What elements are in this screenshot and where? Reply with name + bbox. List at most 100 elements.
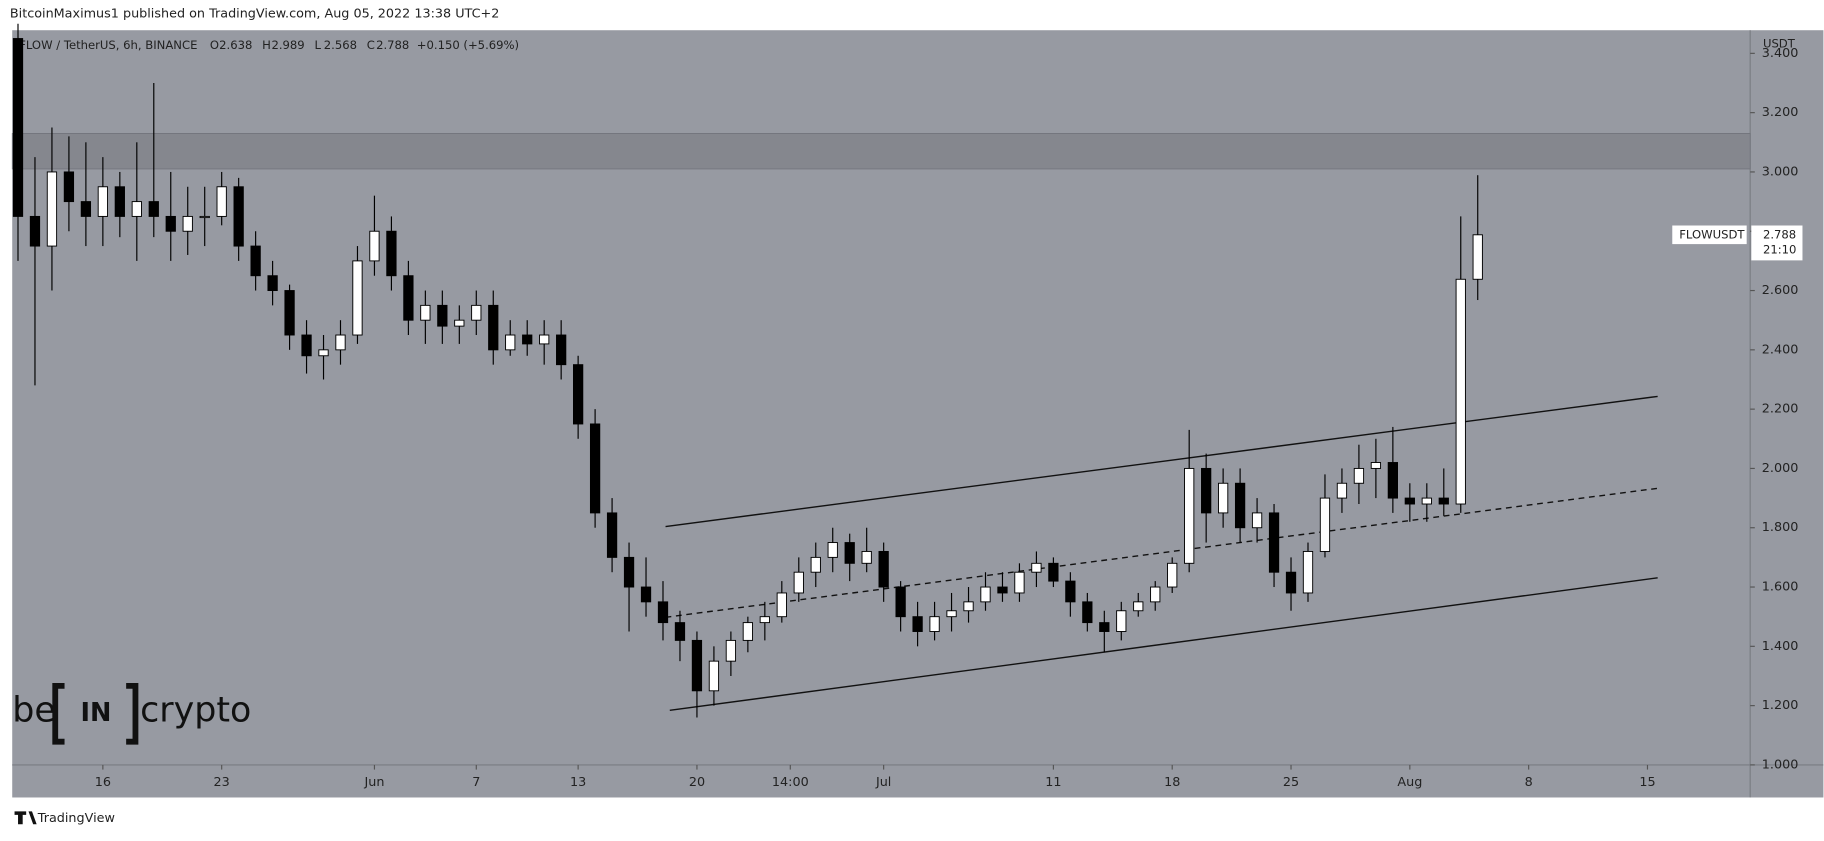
candle	[335, 320, 346, 365]
candle	[488, 290, 499, 365]
price-tag-name: FLOWUSDT	[1679, 227, 1745, 241]
candle	[352, 246, 363, 344]
candle	[589, 409, 601, 528]
candle	[1048, 557, 1059, 588]
candle	[759, 601, 770, 641]
ohlc-value: 2.788	[376, 38, 409, 52]
price-tag-name-box	[1672, 225, 1747, 245]
candle	[250, 231, 261, 291]
candle-body	[1336, 482, 1348, 499]
candle	[437, 290, 448, 344]
price-tag-value: 2.788	[1763, 227, 1796, 241]
watermark-box: IN	[80, 698, 111, 728]
candle	[776, 581, 787, 623]
candle	[1268, 504, 1280, 588]
candle-body	[997, 586, 1008, 594]
candle	[895, 581, 906, 632]
candle	[1099, 610, 1110, 653]
watermark-brackets	[52, 682, 139, 745]
candle-body	[1014, 571, 1025, 594]
x-tick-label: 7	[472, 775, 480, 790]
candle	[1302, 542, 1314, 602]
candle	[691, 631, 703, 718]
candle	[284, 284, 295, 350]
axis-unit: USDT	[1763, 37, 1796, 51]
candle-body	[963, 601, 974, 612]
y-tick-label: 1.400	[1762, 639, 1799, 654]
candle-body	[114, 186, 125, 217]
candle	[1251, 498, 1263, 543]
candle-body	[844, 542, 855, 564]
candle-body	[1472, 234, 1483, 280]
candle-body	[1031, 562, 1042, 573]
candle	[929, 601, 940, 641]
candle	[963, 587, 974, 623]
candle	[1455, 216, 1466, 513]
candle-body	[725, 639, 737, 662]
candle-body	[1251, 512, 1263, 529]
candle-body	[861, 550, 872, 564]
candle-body	[1285, 571, 1297, 594]
ohlc-value: 2.568	[324, 38, 357, 52]
candle	[29, 157, 41, 386]
candle-body	[556, 334, 567, 366]
candle	[454, 305, 465, 344]
candle	[369, 195, 380, 276]
candle-body	[386, 230, 397, 277]
resistance-zone	[11, 133, 1751, 170]
candle-body	[878, 550, 889, 588]
candle	[403, 260, 414, 336]
candle-body	[301, 334, 312, 357]
candle	[980, 572, 991, 611]
candle-body	[759, 616, 770, 624]
x-tick-label: Aug	[1397, 775, 1422, 790]
candle-body	[895, 586, 906, 618]
candle	[997, 572, 1008, 602]
candle	[827, 527, 838, 573]
x-tick-label: 23	[214, 775, 230, 790]
candle-body	[199, 215, 210, 219]
price-tag-box	[1751, 225, 1803, 261]
candle-body	[80, 201, 92, 217]
candle	[1217, 468, 1229, 528]
candle	[1116, 601, 1127, 641]
y-tick-label: 2.400	[1762, 342, 1799, 357]
candle	[97, 157, 108, 247]
candle	[539, 320, 550, 365]
x-tick-label: 14:00	[772, 775, 809, 790]
candle	[657, 581, 669, 641]
ohlc-value: 2.989	[271, 38, 304, 52]
candle	[1201, 453, 1212, 543]
x-tick-label: Jul	[875, 775, 891, 790]
candle	[640, 557, 652, 617]
y-tick-label: 1.200	[1762, 698, 1799, 713]
candle-body	[742, 622, 753, 641]
ohlc-value: 2.638	[219, 38, 252, 52]
candle	[165, 171, 176, 261]
candle-body	[216, 186, 227, 217]
candle	[46, 127, 58, 291]
candle-body	[606, 512, 618, 558]
ohlc-key: L	[314, 38, 321, 52]
candle-body	[912, 616, 923, 632]
candle-body	[1201, 467, 1212, 514]
candle	[63, 136, 75, 232]
candle-body	[1184, 467, 1195, 564]
y-tick-label: 1.000	[1762, 757, 1799, 772]
x-tick-label: 18	[1164, 775, 1180, 790]
candle	[522, 320, 533, 356]
candle	[946, 592, 957, 632]
candle-body	[572, 364, 584, 425]
candle	[1370, 438, 1382, 499]
candle	[1336, 468, 1348, 513]
candle-body	[1048, 562, 1059, 582]
candle	[1150, 581, 1161, 611]
candle-body	[267, 275, 278, 292]
x-tick-label: 25	[1283, 775, 1299, 790]
candle	[1438, 468, 1449, 516]
candle	[233, 177, 244, 261]
channel-line	[669, 577, 1658, 712]
ohlc-key: H	[262, 38, 271, 52]
candle-body	[420, 304, 431, 321]
candle	[844, 533, 855, 582]
